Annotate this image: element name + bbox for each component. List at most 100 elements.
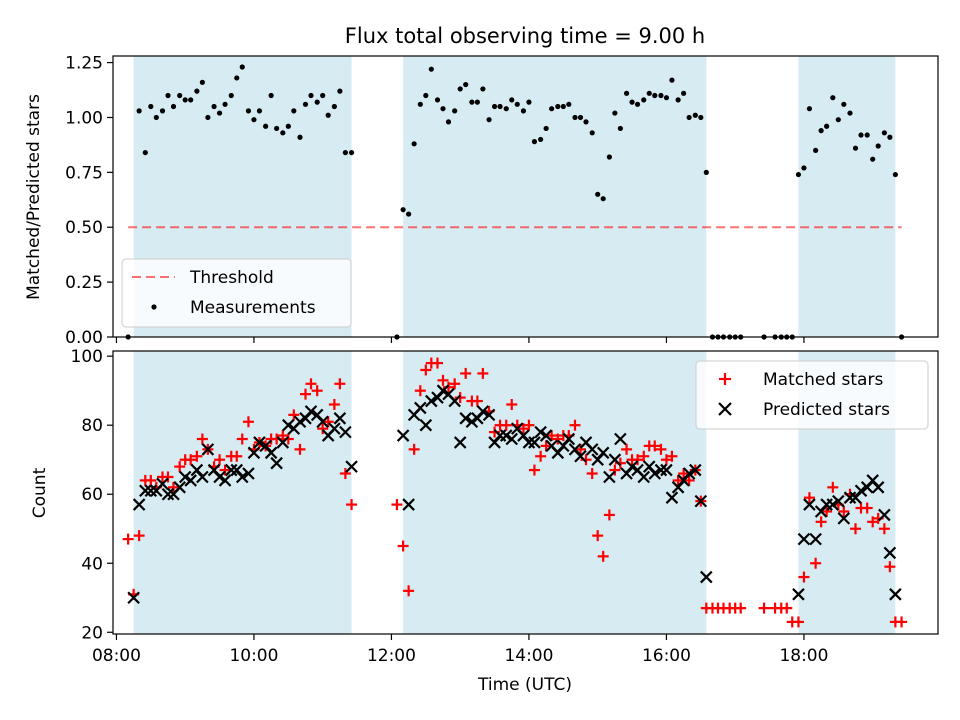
measurement-point (440, 106, 446, 112)
measurement-point (142, 149, 148, 156)
predicted-point (127, 591, 140, 605)
predicted-point (161, 487, 175, 501)
measurement-point (153, 114, 159, 121)
matched-point (592, 530, 604, 542)
predicted-point (889, 588, 902, 601)
measurement-point (612, 110, 618, 116)
measurement-point (681, 90, 687, 96)
observing-band (798, 56, 896, 337)
measurement-point (806, 106, 813, 112)
matched-point (580, 454, 592, 466)
y-tick-label: 20 (81, 623, 103, 643)
matched-point (397, 540, 409, 552)
predicted-point (253, 436, 266, 449)
matched-point (414, 385, 426, 397)
count-legend: Matched stars Predicted stars (695, 360, 929, 430)
measurement-point (486, 117, 492, 123)
measurement-point (824, 123, 830, 129)
matched-point (861, 502, 873, 514)
predicted-point (247, 446, 261, 460)
measurement-point (652, 92, 658, 99)
matched-point (850, 523, 861, 535)
matched-point (678, 468, 690, 480)
matched-point (214, 454, 226, 466)
predicted-point (596, 446, 610, 460)
predicted-point (213, 470, 226, 484)
predicted-point (499, 429, 513, 442)
measurement-point (194, 88, 200, 94)
measurement-point (606, 154, 612, 160)
predicted-point (665, 491, 679, 504)
matched-point (460, 367, 472, 379)
measurement-point (337, 88, 343, 94)
measurement-point (348, 149, 355, 156)
predicted-point (837, 512, 851, 525)
measurement-point (675, 97, 681, 103)
matched-point (477, 367, 489, 379)
x-tick-label: 12:00 (367, 646, 416, 666)
measurement-point (268, 92, 274, 99)
predicted-point (201, 443, 215, 456)
matched-point (649, 440, 661, 452)
measurement-point (320, 92, 326, 99)
predicted-legend-label: Predicted stars (763, 400, 890, 420)
predicted-point (625, 460, 639, 473)
predicted-point (826, 498, 840, 511)
matched-point (672, 474, 684, 486)
measurement-point (841, 101, 847, 107)
predicted-point (700, 570, 713, 584)
measurement-point (491, 103, 498, 110)
matched-point (471, 395, 483, 407)
x-tick-label: 18:00 (779, 646, 828, 666)
matched-point (827, 481, 839, 493)
matched-point (328, 398, 340, 410)
measurement-point (646, 90, 652, 96)
measurement-point (205, 114, 211, 121)
matched-point (810, 557, 822, 569)
measurement-point (881, 130, 887, 136)
predicted-point (459, 412, 472, 425)
measurement-point (280, 130, 286, 136)
y-tick-label: 0.25 (65, 273, 103, 293)
predicted-point (414, 401, 427, 415)
predicted-point (792, 588, 805, 601)
y-tick-label: 0.00 (65, 328, 103, 348)
matched-point (896, 616, 908, 628)
measurement-point (216, 110, 223, 116)
predicted-point (293, 415, 307, 429)
measurement-point (875, 143, 881, 149)
matched-point (821, 505, 833, 517)
measurement-point (658, 92, 664, 99)
predicted-point (345, 460, 358, 473)
threshold-legend-label: Threshold (189, 268, 274, 288)
matched-point (540, 440, 552, 452)
predicted-point (333, 412, 347, 425)
measurement-point (239, 64, 245, 70)
predicted-point (871, 481, 885, 494)
y-tick-label: 100 (71, 347, 103, 367)
predicted-point (689, 463, 702, 477)
matched-point (523, 419, 535, 431)
measurement-point (263, 123, 269, 129)
count-plot: 20 40 60 80 100 08:00 10:00 12:00 14:00 16:00 18:… (30, 347, 939, 695)
measurement-point (852, 145, 859, 151)
matched-point (408, 443, 420, 455)
count-y-label: Count (30, 467, 50, 518)
predicted-point (264, 446, 278, 460)
predicted-point (608, 453, 622, 466)
matched-point (322, 416, 334, 428)
matched-legend-label: Matched stars (763, 370, 883, 390)
measurement-point (480, 86, 486, 92)
measurement-point (663, 95, 670, 101)
matched-point (432, 357, 443, 369)
measurement-point (423, 92, 429, 99)
matched-legend-swatch (719, 373, 731, 385)
measurement-point (400, 207, 406, 213)
measurement-point (234, 75, 240, 81)
matched-point (792, 616, 804, 628)
measurement-point (331, 103, 337, 110)
measurement-point (222, 101, 228, 107)
matched-point (242, 416, 254, 428)
predicted-point (603, 470, 616, 484)
